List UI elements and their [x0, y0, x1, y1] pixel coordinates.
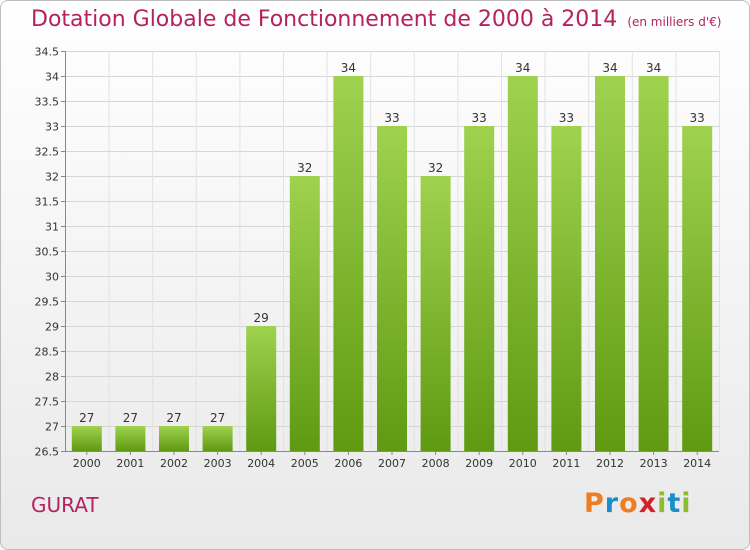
logo-letter: o	[619, 488, 639, 519]
y-tick-label: 31.5	[35, 196, 60, 209]
x-tick-label: 2012	[596, 457, 624, 470]
y-tick-label: 30	[45, 271, 59, 284]
bar-value-label: 33	[559, 111, 574, 125]
x-tick-label: 2009	[465, 457, 493, 470]
x-tick-label: 2001	[116, 457, 144, 470]
bar	[202, 426, 233, 451]
bar-value-label: 27	[79, 411, 94, 425]
y-tick-label: 31	[45, 221, 59, 234]
bar-value-label: 27	[123, 411, 138, 425]
logo-letter: i	[681, 488, 692, 519]
logo-letter: x	[638, 488, 658, 519]
bar-value-label: 29	[254, 311, 269, 325]
y-tick-label: 28.5	[35, 346, 60, 359]
bar	[289, 176, 320, 451]
y-tick-label: 34	[45, 71, 59, 84]
logo-letter: i	[657, 488, 668, 519]
y-tick-label: 33	[45, 121, 59, 134]
bar	[159, 426, 189, 451]
bar	[507, 76, 538, 451]
logo-letter: r	[604, 488, 620, 519]
bar-value-label: 33	[472, 111, 487, 125]
bar-value-label: 32	[297, 161, 312, 175]
bar	[551, 126, 582, 451]
x-tick-label: 2000	[73, 457, 101, 470]
bar-value-label: 27	[166, 411, 181, 425]
logo-letter: t	[667, 488, 682, 519]
logo-letter: P	[584, 488, 605, 519]
bar	[595, 76, 625, 451]
bar	[377, 126, 407, 451]
y-tick-label: 32.5	[35, 146, 60, 159]
bar	[420, 176, 451, 451]
bar-value-label: 34	[515, 61, 530, 75]
bar	[464, 126, 495, 451]
bar-value-label: 33	[384, 111, 399, 125]
bar-value-label: 33	[690, 111, 705, 125]
x-tick-label: 2004	[247, 457, 275, 470]
y-tick-label: 32	[45, 171, 59, 184]
x-tick-label: 2013	[640, 457, 668, 470]
y-tick-label: 27.5	[35, 396, 60, 409]
bar	[115, 426, 146, 451]
bar-value-label: 32	[428, 161, 443, 175]
bar-value-label: 34	[341, 61, 356, 75]
x-tick-label: 2014	[683, 457, 711, 470]
bars: 27 27 27 27 29 32 34 33 32 33 34 33 34 34 33	[71, 61, 713, 451]
y-tick-label: 29	[45, 321, 59, 334]
x-tick-label: 2002	[160, 457, 188, 470]
x-tick-label: 2006	[334, 457, 362, 470]
axes: 26.5 27 27.5 28 28.5 29 29.5 30 30.5 31 31.5 32 32.5…	[35, 46, 719, 470]
proxiti-logo: Proxiti	[584, 488, 692, 519]
x-tick-label: 2005	[291, 457, 319, 470]
chart-subtitle: (en milliers d'€)	[627, 15, 722, 29]
y-tick-label: 33.5	[35, 96, 60, 109]
bar	[682, 126, 713, 451]
y-tick-label: 29.5	[35, 296, 60, 309]
bar	[71, 426, 102, 451]
bar	[333, 76, 364, 451]
bar-value-label: 34	[602, 61, 617, 75]
bar	[246, 326, 277, 451]
x-tick-label: 2010	[509, 457, 537, 470]
y-tick-label: 27	[45, 421, 59, 434]
chart-title: Dotation Globale de Fonctionnement de 20…	[31, 7, 721, 32]
bar	[638, 76, 669, 451]
y-tick-label: 26.5	[35, 446, 60, 459]
bar-value-label: 27	[210, 411, 225, 425]
title-text: Dotation Globale de Fonctionnement de 20…	[31, 7, 618, 32]
x-tick-label: 2007	[378, 457, 406, 470]
commune-name: GURAT	[31, 493, 99, 517]
x-tick-label: 2011	[552, 457, 580, 470]
bar-value-label: 34	[646, 61, 661, 75]
x-tick-label: 2003	[204, 457, 232, 470]
y-tick-label: 28	[45, 371, 59, 384]
y-tick-label: 30.5	[35, 246, 60, 259]
y-tick-label: 34.5	[35, 46, 60, 59]
x-tick-label: 2008	[422, 457, 450, 470]
